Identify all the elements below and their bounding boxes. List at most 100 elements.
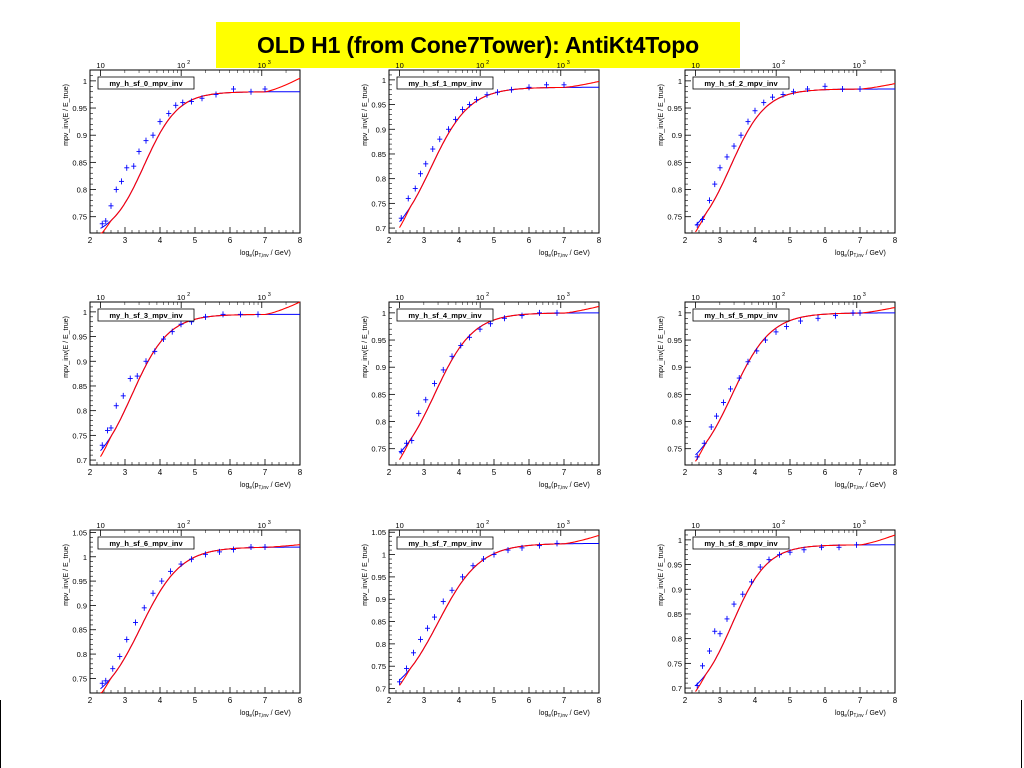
x-tick-label: 6 [228, 696, 233, 705]
x-tick-label: 4 [158, 236, 163, 245]
data-point [740, 591, 746, 598]
x-tick-label: 3 [422, 236, 427, 245]
x-axis-label-part: log [240, 250, 249, 257]
x-axis-label: loge(pT,inv / GeV) [539, 250, 590, 259]
data-point [411, 649, 416, 656]
y-tick-label: 0.8 [376, 640, 386, 649]
y-axis-label: mpv_inv(E / E_true) [658, 84, 665, 146]
data-point [127, 375, 133, 382]
x-axis-label-part: (p [551, 710, 557, 717]
top-axis-exponent: 3 [863, 60, 866, 66]
data-point [554, 309, 560, 316]
x-axis-label: loge(pT,inv / GeV) [835, 710, 886, 719]
data-point [495, 89, 500, 96]
x-axis-label-part: log [539, 250, 548, 257]
data-point [113, 186, 119, 193]
data-point [458, 342, 464, 349]
fit-curve-red [100, 77, 301, 234]
y-tick-label: 0.95 [371, 573, 386, 582]
x-tick-label: 5 [788, 696, 793, 705]
data-point [728, 385, 733, 392]
top-axis-label: 10 [476, 293, 484, 302]
histogram-name: my_h_sf_4_mpv_inv [408, 311, 482, 320]
y-tick-label: 0.9 [376, 595, 386, 604]
x-axis-label-part: log [539, 482, 548, 489]
top-axis-label: 10 [476, 521, 484, 530]
histogram-name: my_h_sf_5_mpv_inv [704, 311, 778, 320]
chart-panel-8: 2 3 4 5 6 7 8 0.7 0.75 0.8 0.85 0.9 0.95 1 10 10 2 10 3 my_… [653, 518, 913, 733]
data-point [231, 546, 236, 553]
data-point [157, 118, 163, 125]
x-tick-label: 2 [88, 236, 93, 245]
x-axis-label-part: T,inv [853, 713, 864, 719]
x-axis-label-part: (p [252, 250, 258, 257]
top-axis-exponent: 2 [486, 520, 489, 526]
top-axis-label: 10 [476, 61, 484, 70]
data-point [143, 358, 149, 365]
plot-frame [684, 69, 896, 234]
y-tick-label: 0.7 [672, 684, 682, 693]
data-point [791, 88, 796, 95]
x-axis-label-part: log [835, 710, 844, 717]
top-axis-exponent: 2 [187, 292, 190, 298]
data-point [770, 94, 775, 101]
histogram-name: my_h_sf_6_mpv_inv [109, 539, 183, 548]
chart-panel-2: 2 3 4 5 6 7 8 0.75 0.8 0.85 0.9 0.95 1 10 10 2 10 3 my_h_s… [653, 58, 913, 273]
top-axis-label: 10 [395, 293, 403, 302]
x-axis-label-part: T,inv [557, 485, 568, 491]
data-point [189, 98, 194, 105]
histogram-name-box [692, 308, 790, 322]
data-point [537, 542, 542, 549]
top-axis-exponent: 2 [782, 60, 785, 66]
y-axis-label: mpv_inv(E / E_true) [658, 316, 665, 378]
data-point [738, 132, 744, 139]
x-tick-label: 5 [193, 236, 198, 245]
data-point [477, 326, 483, 333]
x-axis-label-part: / GeV) [568, 710, 590, 717]
data-point [105, 427, 110, 434]
histogram-name: my_h_sf_7_mpv_inv [408, 539, 482, 548]
top-axis-label: 10 [557, 293, 565, 302]
data-point [437, 136, 443, 143]
y-tick-label: 0.75 [72, 213, 87, 222]
data-point [460, 106, 465, 113]
top-axis-exponent: 3 [863, 520, 866, 526]
histogram-name-box [97, 536, 195, 550]
data-point [262, 86, 268, 93]
x-tick-label: 5 [193, 696, 198, 705]
histogram-name-box [97, 308, 195, 322]
y-tick-label: 0.95 [371, 336, 386, 345]
x-tick-label: 5 [492, 468, 497, 477]
x-axis-label-part: e [548, 485, 551, 491]
data-point [103, 218, 109, 225]
top-axis-label: 10 [853, 293, 861, 302]
data-point [398, 215, 404, 222]
x-tick-label: 4 [158, 468, 163, 477]
data-point [701, 440, 707, 447]
top-axis-label: 10 [691, 521, 699, 530]
y-tick-label: 1.05 [371, 528, 386, 537]
x-tick-label: 8 [597, 236, 602, 245]
x-tick-label: 7 [562, 468, 567, 477]
x-tick-label: 7 [858, 696, 863, 705]
data-point [449, 587, 455, 594]
x-tick-label: 6 [527, 236, 532, 245]
histogram-name-box [692, 536, 790, 550]
data-point [707, 197, 712, 204]
x-axis-label-part: e [844, 713, 847, 719]
data-point [124, 636, 130, 643]
top-axis-exponent: 2 [486, 292, 489, 298]
y-tick-label: 0.8 [376, 418, 386, 427]
x-tick-label: 8 [298, 696, 303, 705]
data-point [141, 604, 147, 611]
y-tick-label: 0.8 [672, 635, 682, 644]
x-axis-label-part: / GeV) [864, 710, 886, 717]
chart-panel-6: 2 3 4 5 6 7 8 0.75 0.8 0.85 0.9 0.95 1 1.05 10 10 2 10 3 my… [58, 518, 318, 733]
plot-frame [684, 529, 896, 694]
top-axis-exponent: 2 [782, 520, 785, 526]
data-point [189, 556, 194, 563]
data-point [470, 562, 476, 569]
x-axis-label-part: / GeV) [568, 482, 590, 489]
